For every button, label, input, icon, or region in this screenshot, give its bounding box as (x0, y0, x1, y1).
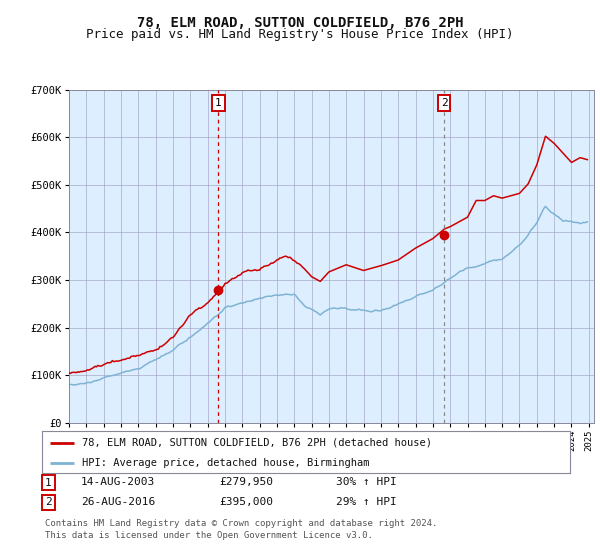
Text: This data is licensed under the Open Government Licence v3.0.: This data is licensed under the Open Gov… (45, 531, 373, 540)
Text: £279,950: £279,950 (219, 477, 273, 487)
Text: Price paid vs. HM Land Registry's House Price Index (HPI): Price paid vs. HM Land Registry's House … (86, 28, 514, 41)
Text: 2: 2 (45, 497, 52, 507)
Text: 1: 1 (215, 98, 222, 108)
Text: 1: 1 (45, 478, 52, 488)
Text: Contains HM Land Registry data © Crown copyright and database right 2024.: Contains HM Land Registry data © Crown c… (45, 519, 437, 528)
Text: 30% ↑ HPI: 30% ↑ HPI (336, 477, 397, 487)
Text: 78, ELM ROAD, SUTTON COLDFIELD, B76 2PH (detached house): 78, ELM ROAD, SUTTON COLDFIELD, B76 2PH … (82, 437, 431, 447)
Text: £395,000: £395,000 (219, 497, 273, 507)
Text: HPI: Average price, detached house, Birmingham: HPI: Average price, detached house, Birm… (82, 458, 369, 468)
Text: 29% ↑ HPI: 29% ↑ HPI (336, 497, 397, 507)
Text: 14-AUG-2003: 14-AUG-2003 (81, 477, 155, 487)
Text: 2: 2 (441, 98, 448, 108)
Text: 26-AUG-2016: 26-AUG-2016 (81, 497, 155, 507)
Text: 78, ELM ROAD, SUTTON COLDFIELD, B76 2PH: 78, ELM ROAD, SUTTON COLDFIELD, B76 2PH (137, 16, 463, 30)
